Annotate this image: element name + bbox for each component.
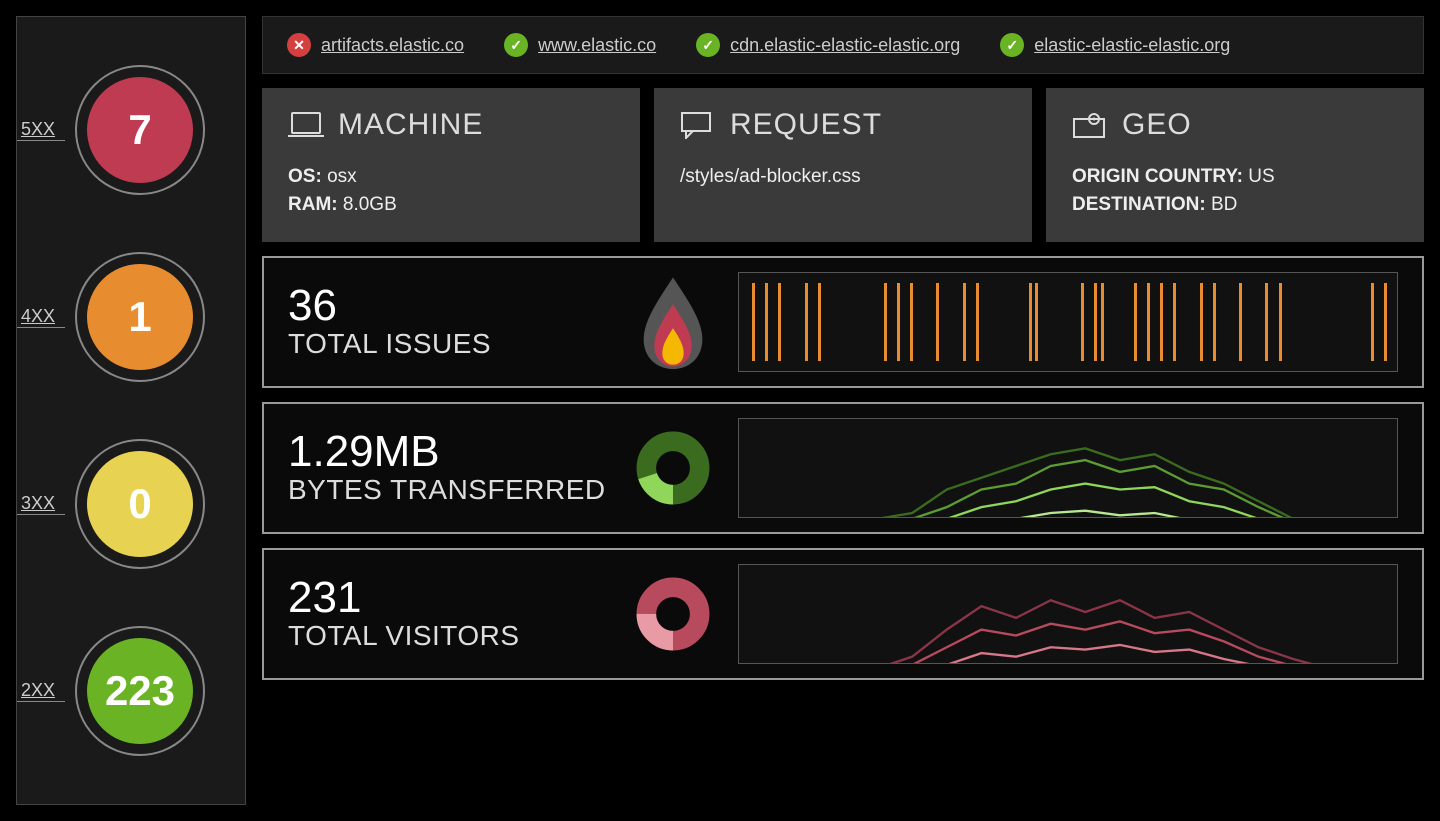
bytes-sparkline-chart bbox=[738, 418, 1398, 518]
status-label: 5XX bbox=[17, 119, 65, 141]
bytes-panel: 1.29MB BYTES TRANSFERRED bbox=[262, 402, 1424, 534]
request-title: REQUEST bbox=[730, 108, 882, 142]
status-label: 4XX bbox=[17, 306, 65, 328]
machine-title: MACHINE bbox=[338, 108, 483, 142]
request-path: /styles/ad-blocker.css bbox=[680, 166, 1006, 188]
url-item[interactable]: ✓ elastic-elastic-elastic.org bbox=[1000, 33, 1230, 57]
bytes-donut-icon bbox=[628, 423, 718, 513]
map-pin-icon bbox=[1072, 111, 1108, 139]
x-icon: ✕ bbox=[287, 33, 311, 57]
machine-ram: RAM: 8.0GB bbox=[288, 194, 614, 216]
visitors-label: TOTAL VISITORS bbox=[288, 620, 608, 652]
check-icon: ✓ bbox=[504, 33, 528, 57]
check-icon: ✓ bbox=[1000, 33, 1024, 57]
url-status-bar: ✕ artifacts.elastic.co ✓ www.elastic.co ✓ cdn… bbox=[262, 16, 1424, 74]
dashboard: 5XX 7 4XX 1 3XX 0 2XX 223 ✕ artifacts.elastic.co… bbox=[16, 16, 1424, 805]
geo-dest: DESTINATION: BD bbox=[1072, 194, 1398, 216]
url-text: www.elastic.co bbox=[538, 35, 656, 56]
url-text: elastic-elastic-elastic.org bbox=[1034, 35, 1230, 56]
status-sidebar: 5XX 7 4XX 1 3XX 0 2XX 223 bbox=[16, 16, 246, 805]
request-card: REQUEST /styles/ad-blocker.css bbox=[654, 88, 1032, 242]
status-row-5XX: 5XX 7 bbox=[17, 65, 235, 195]
status-circle: 7 bbox=[75, 65, 205, 195]
url-item[interactable]: ✓ www.elastic.co bbox=[504, 33, 656, 57]
geo-origin: ORIGIN COUNTRY: US bbox=[1072, 166, 1398, 188]
url-text: artifacts.elastic.co bbox=[321, 35, 464, 56]
bytes-value: 1.29MB bbox=[288, 430, 608, 474]
status-label: 2XX bbox=[17, 680, 65, 702]
issues-panel: 36 TOTAL ISSUES bbox=[262, 256, 1424, 388]
url-item[interactable]: ✕ artifacts.elastic.co bbox=[287, 33, 464, 57]
visitors-value: 231 bbox=[288, 576, 608, 620]
bytes-label: BYTES TRANSFERRED bbox=[288, 474, 608, 506]
geo-title: GEO bbox=[1122, 108, 1192, 142]
issues-barcode-chart bbox=[738, 272, 1398, 372]
status-circle: 1 bbox=[75, 252, 205, 382]
visitors-sparkline-chart bbox=[738, 564, 1398, 664]
status-row-2XX: 2XX 223 bbox=[17, 626, 235, 756]
flame-icon bbox=[628, 277, 718, 367]
url-item[interactable]: ✓ cdn.elastic-elastic-elastic.org bbox=[696, 33, 960, 57]
geo-card: GEO ORIGIN COUNTRY: US DESTINATION: BD bbox=[1046, 88, 1424, 242]
machine-os: OS: osx bbox=[288, 166, 614, 188]
visitors-panel: 231 TOTAL VISITORS bbox=[262, 548, 1424, 680]
issues-label: TOTAL ISSUES bbox=[288, 328, 608, 360]
status-row-4XX: 4XX 1 bbox=[17, 252, 235, 382]
main-content: ✕ artifacts.elastic.co ✓ www.elastic.co ✓ cdn… bbox=[262, 16, 1424, 805]
status-circle: 0 bbox=[75, 439, 205, 569]
url-text: cdn.elastic-elastic-elastic.org bbox=[730, 35, 960, 56]
chat-icon bbox=[680, 111, 716, 139]
status-row-3XX: 3XX 0 bbox=[17, 439, 235, 569]
issues-value: 36 bbox=[288, 284, 608, 328]
check-icon: ✓ bbox=[696, 33, 720, 57]
visitors-donut-icon bbox=[628, 569, 718, 659]
laptop-icon bbox=[288, 111, 324, 139]
machine-card: MACHINE OS: osx RAM: 8.0GB bbox=[262, 88, 640, 242]
status-label: 3XX bbox=[17, 493, 65, 515]
info-cards-row: MACHINE OS: osx RAM: 8.0GB REQUEST /styl… bbox=[262, 88, 1424, 242]
status-circle: 223 bbox=[75, 626, 205, 756]
